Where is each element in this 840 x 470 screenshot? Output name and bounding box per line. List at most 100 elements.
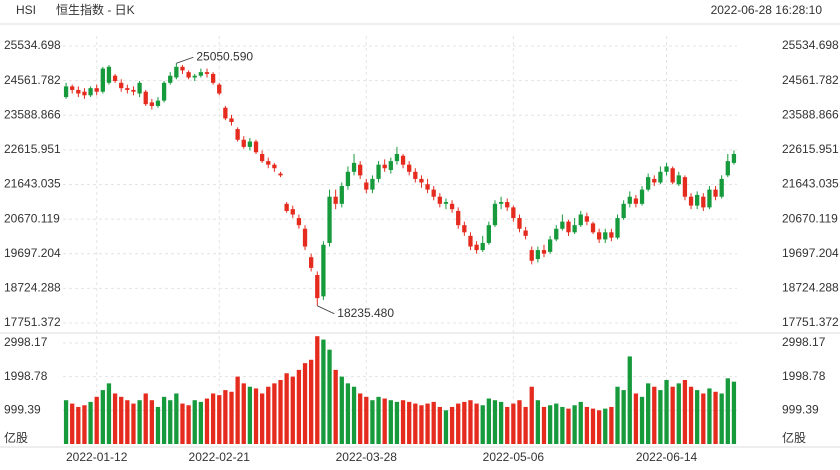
candle-body (382, 164, 387, 169)
candle-body (82, 91, 87, 96)
volume-bar (125, 400, 130, 444)
volume-bar (609, 406, 614, 444)
volume-bar (290, 376, 295, 444)
volume-bar (639, 396, 645, 444)
annotation-leader (176, 56, 194, 64)
volume-bar (266, 386, 271, 444)
candle-body (168, 75, 173, 83)
candle-body (161, 82, 167, 101)
candle-body (646, 177, 651, 190)
volume-bar (394, 401, 400, 444)
candle-body (480, 242, 485, 251)
candle-body (290, 209, 295, 215)
candle-body (259, 154, 265, 162)
candle-body (339, 186, 344, 204)
candle-body (407, 164, 412, 172)
volume-bar (584, 406, 590, 444)
candle-body (388, 161, 393, 171)
volume-bar (333, 369, 338, 444)
volume-bar (658, 390, 663, 444)
volume-bar (517, 400, 522, 444)
candle-body (701, 196, 706, 208)
candle-body (615, 218, 620, 238)
volume-bar (339, 376, 344, 444)
volume-bar (419, 405, 424, 444)
candle-body (486, 225, 491, 243)
candle-body (541, 250, 547, 254)
candle-body (492, 203, 498, 226)
candle-body (468, 235, 473, 247)
candle-body (180, 66, 185, 71)
candle-body (596, 232, 602, 240)
volume-bar (217, 395, 222, 444)
volume-bar (535, 400, 541, 444)
candle-body (333, 196, 338, 204)
volume-bar (407, 401, 412, 444)
candle-body (210, 73, 216, 83)
symbol: HSI (16, 3, 36, 17)
volume-unit-right: 亿股 (782, 430, 806, 445)
candle-body (100, 68, 105, 92)
volume-bar (633, 393, 639, 444)
volume-bar (180, 403, 185, 444)
y-tick-label-right: 25534.698 (782, 38, 839, 52)
volume-bar (259, 393, 265, 444)
y-tick-label-right: 23588.866 (782, 107, 839, 121)
candle-body (278, 173, 283, 176)
annotation-label: 18235.480 (337, 306, 394, 320)
volume-bar (112, 393, 118, 444)
candle-body (119, 82, 124, 89)
volume-bar (241, 383, 246, 444)
volume-bar (70, 403, 75, 444)
volume-bar (155, 406, 161, 444)
volume-bar (480, 405, 485, 444)
volume-bar (119, 396, 124, 444)
volume-bar (431, 401, 436, 444)
candle-body (627, 196, 632, 204)
y-tick-label-right: 22615.951 (782, 142, 839, 156)
volume-bar (474, 403, 479, 444)
candle-body (327, 196, 332, 243)
candle-body (449, 203, 455, 210)
volume-bar (161, 396, 167, 444)
y-tick-label-right: 18724.288 (782, 281, 839, 295)
volume-bar (388, 400, 393, 444)
y-tick-label: 24561.782 (4, 73, 61, 87)
volume-bar (168, 400, 173, 444)
volume-bar (719, 393, 724, 444)
volume-bar (437, 406, 442, 444)
volume-bar (541, 406, 547, 444)
y-tick-label: 22615.951 (4, 142, 61, 156)
volume-bar (321, 339, 326, 444)
volume-bar (566, 408, 571, 444)
volume-unit: 亿股 (4, 430, 28, 445)
candle-body (682, 177, 688, 197)
candle-body (131, 89, 136, 92)
volume-bar (695, 390, 700, 444)
candle-body (676, 175, 681, 185)
volume-bar (529, 386, 534, 444)
y-tick-label: 17751.372 (4, 315, 61, 329)
volume-bar (76, 406, 81, 444)
candle-body (621, 203, 626, 219)
volume-bar (253, 388, 259, 444)
candle-body (94, 88, 99, 92)
volume-bar (370, 400, 375, 444)
volume-bar (302, 363, 308, 444)
volume-bar (63, 400, 69, 444)
x-tick-label: 2022-02-21 (189, 450, 251, 464)
candle-body (688, 196, 694, 206)
volume-bar (296, 369, 302, 444)
volume-bar (229, 391, 234, 444)
volume-bar (492, 400, 498, 444)
y-tick-label: 21643.035 (4, 177, 61, 191)
volume-bar (505, 406, 510, 444)
candle-body (590, 223, 596, 233)
candle-body (137, 82, 142, 94)
x-tick-label: 2022-05-06 (483, 450, 545, 464)
candle-body (296, 218, 302, 226)
candle-body (670, 168, 675, 183)
volume-bar (725, 378, 730, 444)
